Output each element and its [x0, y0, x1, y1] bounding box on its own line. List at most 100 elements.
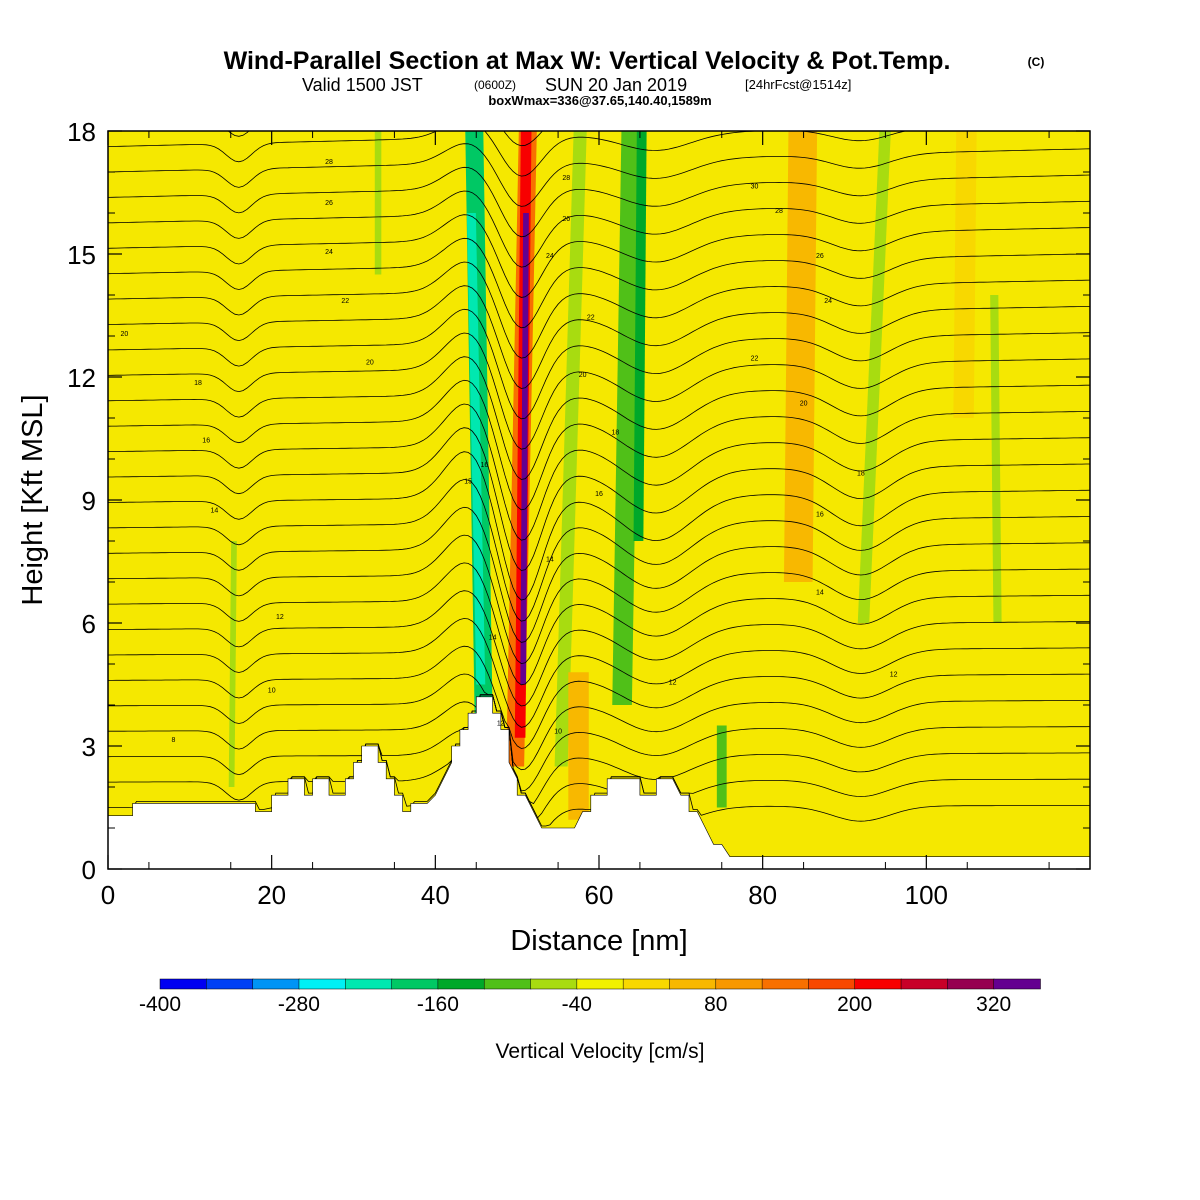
colorbar-label: Vertical Velocity [cm/s]	[496, 1040, 705, 1063]
y-tick-label: 15	[67, 240, 96, 270]
colorbar-swatch	[437, 978, 485, 990]
colorbar-tick-label: 200	[837, 993, 872, 1016]
theta-contour	[108, 694, 1090, 819]
theta-contour-label: 30	[751, 183, 759, 190]
theta-contour-label: 14	[211, 507, 219, 514]
y-tick-label: 6	[82, 609, 96, 639]
warm-band-1	[783, 131, 818, 582]
copyright-mark: (C)	[1028, 55, 1045, 69]
theta-contour	[108, 214, 1090, 298]
theta-contour-label: 20	[366, 360, 374, 367]
theta-contour-label: 15	[464, 479, 472, 486]
x-axis-label: Distance [nm]	[510, 925, 687, 957]
theta-contour-label: 16	[481, 462, 489, 469]
y-tick-label: 18	[67, 117, 96, 147]
x-tick-label: 0	[101, 880, 115, 910]
colorbar: -400 -280 -160 -40 80 200 320	[139, 978, 1041, 1016]
colorbar-swatch	[900, 978, 949, 990]
y-axis: 0 3 6 9 12 15 18	[67, 117, 1090, 885]
theta-contour	[108, 261, 1090, 359]
plot-area: 28 26 24 22 20 20 18 16 14 12 10 8 15 16 14 12 28 26 24 22 2…	[108, 131, 1090, 869]
colorbar-tick-label: -400	[139, 993, 181, 1016]
colorbar-swatch	[669, 978, 717, 990]
lee-band-2	[612, 131, 642, 705]
theta-contour	[108, 562, 1090, 686]
theta-contour-label: 28	[325, 159, 333, 166]
colorbar-swatch	[298, 978, 347, 990]
theta-contour-label: 16	[595, 491, 603, 498]
theta-contour-label: 24	[824, 298, 832, 305]
theta-contour	[108, 590, 1090, 707]
theta-contour-label: 22	[587, 315, 595, 322]
subtitle-forecast: [24hrFcst@1514z]	[745, 77, 851, 92]
y-axis-label: Height [Kft MSL]	[17, 394, 49, 605]
colorbar-swatch	[483, 978, 532, 990]
theta-contour	[108, 143, 1090, 207]
theta-contour	[108, 166, 1090, 238]
theta-contour-label: 20	[800, 401, 808, 408]
theta-contour	[108, 618, 1090, 728]
chart-subtitle-2: boxWmax=336@37.65,140.40,1589m	[488, 93, 711, 108]
theta-contour-label: 14	[816, 589, 824, 596]
colorbar-swatch	[391, 978, 439, 990]
x-tick-label: 100	[905, 880, 948, 910]
theta-contour-label: 18	[194, 380, 202, 387]
x-tick-label: 40	[421, 880, 450, 910]
theta-contour-label: 22	[341, 298, 349, 305]
theta-contour	[108, 285, 1090, 389]
theta-contour-label: 24	[325, 249, 333, 256]
theta-contour-label: 12	[890, 671, 898, 678]
theta-contour-label: 24	[546, 253, 554, 260]
theta-contour	[108, 534, 1090, 665]
theta-contour-labels: 28 26 24 22 20 20 18 16 14 12 10 8 15 16 14 12 28 26 24 22 2…	[121, 159, 898, 744]
theta-contour	[108, 694, 1090, 792]
theta-contour	[108, 332, 1090, 450]
colorbar-swatch	[993, 978, 1041, 990]
theta-contour-label: 26	[562, 216, 570, 223]
subtitle-valid: Valid 1500 JST	[302, 75, 423, 95]
chart-subtitle: Valid 1500 JST (0600Z) SUN 20 Jan 2019 […	[302, 75, 851, 95]
theta-contour-label: 12	[669, 680, 677, 687]
theta-contour	[108, 190, 1090, 268]
upstream-band-1	[228, 541, 237, 787]
theta-contour-label: 18	[612, 429, 620, 436]
colorbar-swatch	[252, 978, 300, 990]
plot-background	[108, 131, 1090, 869]
colorbar-tick-label: -280	[278, 993, 320, 1016]
subtitle-date: SUN 20 Jan 2019	[545, 75, 687, 95]
lee-band-3	[633, 131, 647, 541]
x-tick-label: 80	[748, 880, 777, 910]
theta-contour-label: 26	[816, 253, 824, 260]
theta-contour	[108, 403, 1090, 541]
lee-band-1	[554, 131, 587, 767]
theta-contour-label: 10	[268, 688, 276, 695]
colorbar-swatch	[159, 978, 208, 990]
theta-contour-label: 14	[546, 557, 554, 564]
colorbar-swatch	[622, 978, 671, 990]
x-tick-label: 60	[585, 880, 614, 910]
colorbar-tick-label: 80	[704, 993, 727, 1016]
theta-contour-label: 28	[775, 208, 783, 215]
upstream-band-2	[374, 131, 382, 275]
subtitle-utc: (0600Z)	[474, 78, 516, 92]
colorbar-swatch	[206, 978, 254, 990]
theta-contour-label: 12	[276, 614, 284, 621]
colorbar-swatch	[808, 978, 856, 990]
colorbar-swatch	[761, 978, 810, 990]
theta-contour-label: 8	[172, 737, 176, 744]
y-tick-label: 9	[82, 486, 96, 516]
warm-band-2	[953, 131, 977, 418]
colorbar-tick-label: 320	[976, 993, 1011, 1016]
y-tick-label: 3	[82, 732, 96, 762]
theta-contour	[108, 379, 1090, 511]
theta-contour-label: 22	[751, 356, 759, 363]
x-axis: 0 20 40 60 80 100	[101, 131, 1050, 910]
theta-contour	[108, 694, 1090, 805]
theta-contour-label: 16	[816, 511, 824, 518]
theta-contour	[108, 673, 1090, 771]
lee-band-5	[857, 131, 891, 623]
theta-contour-label: 18	[857, 470, 865, 477]
theta-contour	[108, 427, 1090, 571]
theta-contour-label: 14	[489, 634, 497, 641]
